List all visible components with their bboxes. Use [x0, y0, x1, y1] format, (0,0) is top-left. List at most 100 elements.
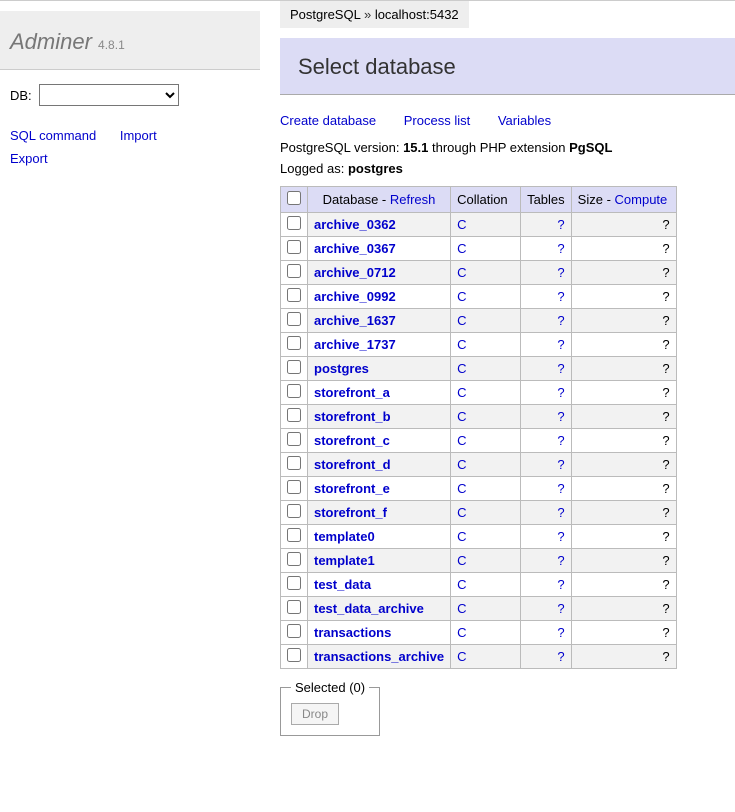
- tables-link[interactable]: ?: [557, 505, 564, 520]
- row-tables-cell: ?: [521, 357, 572, 381]
- database-link[interactable]: archive_0367: [314, 241, 396, 256]
- compute-link[interactable]: Compute: [615, 192, 668, 207]
- tables-link[interactable]: ?: [557, 217, 564, 232]
- drop-button[interactable]: Drop: [291, 703, 339, 725]
- breadcrumb-driver[interactable]: PostgreSQL: [290, 7, 360, 22]
- collation-link[interactable]: C: [457, 361, 466, 376]
- database-link[interactable]: archive_1737: [314, 337, 396, 352]
- database-link[interactable]: transactions: [314, 625, 391, 640]
- row-checkbox[interactable]: [287, 648, 301, 662]
- collation-link[interactable]: C: [457, 649, 466, 664]
- variables-link[interactable]: Variables: [498, 113, 551, 128]
- row-checkbox[interactable]: [287, 336, 301, 350]
- tables-link[interactable]: ?: [557, 457, 564, 472]
- row-size-cell: ?: [571, 573, 676, 597]
- row-checkbox[interactable]: [287, 384, 301, 398]
- database-link[interactable]: archive_0362: [314, 217, 396, 232]
- database-link[interactable]: archive_0992: [314, 289, 396, 304]
- row-checkbox[interactable]: [287, 360, 301, 374]
- collation-link[interactable]: C: [457, 457, 466, 472]
- tables-link[interactable]: ?: [557, 385, 564, 400]
- database-link[interactable]: storefront_e: [314, 481, 390, 496]
- select-all-checkbox[interactable]: [287, 191, 301, 205]
- collation-link[interactable]: C: [457, 241, 466, 256]
- row-checkbox[interactable]: [287, 504, 301, 518]
- database-link[interactable]: archive_0712: [314, 265, 396, 280]
- database-link[interactable]: postgres: [314, 361, 369, 376]
- row-tables-cell: ?: [521, 645, 572, 669]
- collation-link[interactable]: C: [457, 265, 466, 280]
- row-checkbox[interactable]: [287, 288, 301, 302]
- tables-link[interactable]: ?: [557, 433, 564, 448]
- row-checkbox[interactable]: [287, 240, 301, 254]
- tables-link[interactable]: ?: [557, 529, 564, 544]
- collation-link[interactable]: C: [457, 313, 466, 328]
- collation-link[interactable]: C: [457, 601, 466, 616]
- row-checkbox[interactable]: [287, 432, 301, 446]
- database-link[interactable]: storefront_f: [314, 505, 387, 520]
- row-checkbox[interactable]: [287, 600, 301, 614]
- collation-link[interactable]: C: [457, 217, 466, 232]
- collation-link[interactable]: C: [457, 553, 466, 568]
- row-checkbox[interactable]: [287, 624, 301, 638]
- tables-link[interactable]: ?: [557, 481, 564, 496]
- tables-link[interactable]: ?: [557, 601, 564, 616]
- row-collation-cell: C: [451, 405, 521, 429]
- import-link[interactable]: Import: [120, 124, 157, 147]
- row-checkbox[interactable]: [287, 312, 301, 326]
- table-row: storefront_aC??: [281, 381, 677, 405]
- tables-link[interactable]: ?: [557, 577, 564, 592]
- row-checkbox[interactable]: [287, 456, 301, 470]
- export-link[interactable]: Export: [10, 147, 48, 170]
- tables-link[interactable]: ?: [557, 649, 564, 664]
- row-checkbox[interactable]: [287, 408, 301, 422]
- tables-link[interactable]: ?: [557, 337, 564, 352]
- row-size-cell: ?: [571, 309, 676, 333]
- tables-link[interactable]: ?: [557, 265, 564, 280]
- collation-link[interactable]: C: [457, 385, 466, 400]
- tables-link[interactable]: ?: [557, 553, 564, 568]
- database-link[interactable]: test_data_archive: [314, 601, 424, 616]
- collation-link[interactable]: C: [457, 289, 466, 304]
- row-checkbox[interactable]: [287, 264, 301, 278]
- database-link[interactable]: storefront_b: [314, 409, 391, 424]
- logged-user: postgres: [348, 161, 403, 176]
- create-database-link[interactable]: Create database: [280, 113, 376, 128]
- collation-link[interactable]: C: [457, 505, 466, 520]
- collation-link[interactable]: C: [457, 337, 466, 352]
- collation-link[interactable]: C: [457, 577, 466, 592]
- database-link[interactable]: template1: [314, 553, 375, 568]
- refresh-link[interactable]: Refresh: [390, 192, 436, 207]
- breadcrumb-server[interactable]: localhost:5432: [375, 7, 459, 22]
- table-row: storefront_eC??: [281, 477, 677, 501]
- collation-link[interactable]: C: [457, 481, 466, 496]
- database-link[interactable]: storefront_c: [314, 433, 390, 448]
- tables-link[interactable]: ?: [557, 241, 564, 256]
- row-checkbox[interactable]: [287, 576, 301, 590]
- db-select[interactable]: [39, 84, 179, 106]
- database-link[interactable]: template0: [314, 529, 375, 544]
- tables-link[interactable]: ?: [557, 409, 564, 424]
- tables-link[interactable]: ?: [557, 361, 564, 376]
- collation-link[interactable]: C: [457, 625, 466, 640]
- row-checkbox[interactable]: [287, 216, 301, 230]
- tables-link[interactable]: ?: [557, 625, 564, 640]
- process-list-link[interactable]: Process list: [404, 113, 470, 128]
- collation-link[interactable]: C: [457, 529, 466, 544]
- database-link[interactable]: storefront_d: [314, 457, 391, 472]
- row-collation-cell: C: [451, 477, 521, 501]
- tables-link[interactable]: ?: [557, 313, 564, 328]
- sql-command-link[interactable]: SQL command: [10, 124, 96, 147]
- row-checkbox[interactable]: [287, 480, 301, 494]
- collation-link[interactable]: C: [457, 433, 466, 448]
- database-link[interactable]: storefront_a: [314, 385, 390, 400]
- row-checkbox[interactable]: [287, 528, 301, 542]
- row-checkbox[interactable]: [287, 552, 301, 566]
- version-line: PostgreSQL version: 15.1 through PHP ext…: [280, 140, 735, 155]
- collation-link[interactable]: C: [457, 409, 466, 424]
- tables-link[interactable]: ?: [557, 289, 564, 304]
- database-link[interactable]: transactions_archive: [314, 649, 444, 664]
- database-link[interactable]: archive_1637: [314, 313, 396, 328]
- database-link[interactable]: test_data: [314, 577, 371, 592]
- row-tables-cell: ?: [521, 573, 572, 597]
